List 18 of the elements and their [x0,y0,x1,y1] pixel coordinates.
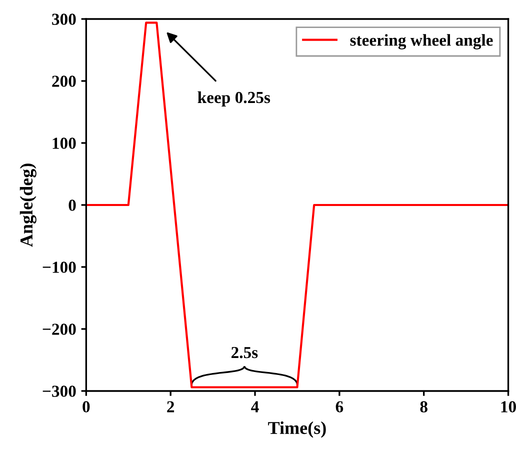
x-axis-title: Time(s) [268,421,326,438]
y-tick-label: 200 [52,76,76,87]
y-tick-label: 0 [68,200,76,211]
annotation: 2.5s [231,346,258,358]
x-tick-label: 10 [501,401,516,412]
x-tick-label: 6 [336,401,344,412]
x-tick-label: 4 [251,401,259,412]
legend-label: steering wheel angle [350,34,493,50]
y-tick-label: −100 [42,262,76,273]
x-tick-label: 8 [420,401,428,412]
y-tick-label: −300 [42,386,76,397]
y-tick-label: 300 [52,14,76,25]
x-tick-label: 2 [167,401,174,412]
annotation: keep 0.25s [198,91,270,107]
x-tick-label: 0 [82,401,90,412]
y-tick-label: −200 [42,324,76,335]
y-tick-label: 100 [52,138,76,149]
y-axis-title: Angle(deg) [20,164,36,247]
